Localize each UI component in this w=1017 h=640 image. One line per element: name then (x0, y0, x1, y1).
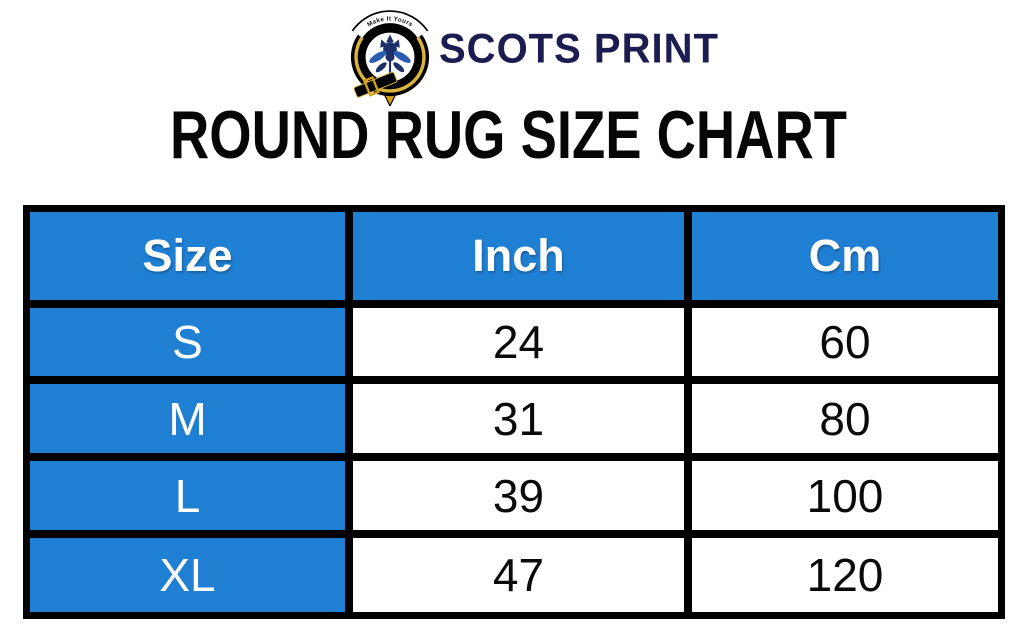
inch-cell-s: 24 (353, 308, 684, 376)
cm-cell-m: 80 (692, 384, 998, 453)
size-cell-m: M (30, 384, 345, 453)
cm-cell-xl: 120 (692, 538, 998, 612)
column-header-size: Size (30, 212, 345, 300)
thistle-icon (369, 34, 411, 75)
cm-cell-l: 100 (692, 461, 998, 530)
inch-cell-m: 31 (353, 384, 684, 453)
column-header-inch: Inch (353, 212, 684, 300)
size-cell-xl: XL (30, 538, 345, 612)
size-chart-table: Size Inch Cm S 24 60 M 31 80 L 39 100 XL… (23, 205, 1005, 619)
cm-cell-s: 60 (692, 308, 998, 376)
size-cell-s: S (30, 308, 345, 376)
brand-name: SCOTS PRINT (439, 26, 719, 72)
scots-print-crest-icon: Make It Yours (350, 10, 430, 106)
banner-ribbon: Make It Yours (351, 10, 429, 39)
column-header-cm: Cm (692, 212, 998, 300)
inch-cell-xl: 47 (353, 538, 684, 612)
size-cell-l: L (30, 461, 345, 530)
belt-buckle-icon (353, 71, 398, 98)
page-title: ROUND RUG SIZE CHART (170, 97, 847, 173)
inch-cell-l: 39 (353, 461, 684, 530)
